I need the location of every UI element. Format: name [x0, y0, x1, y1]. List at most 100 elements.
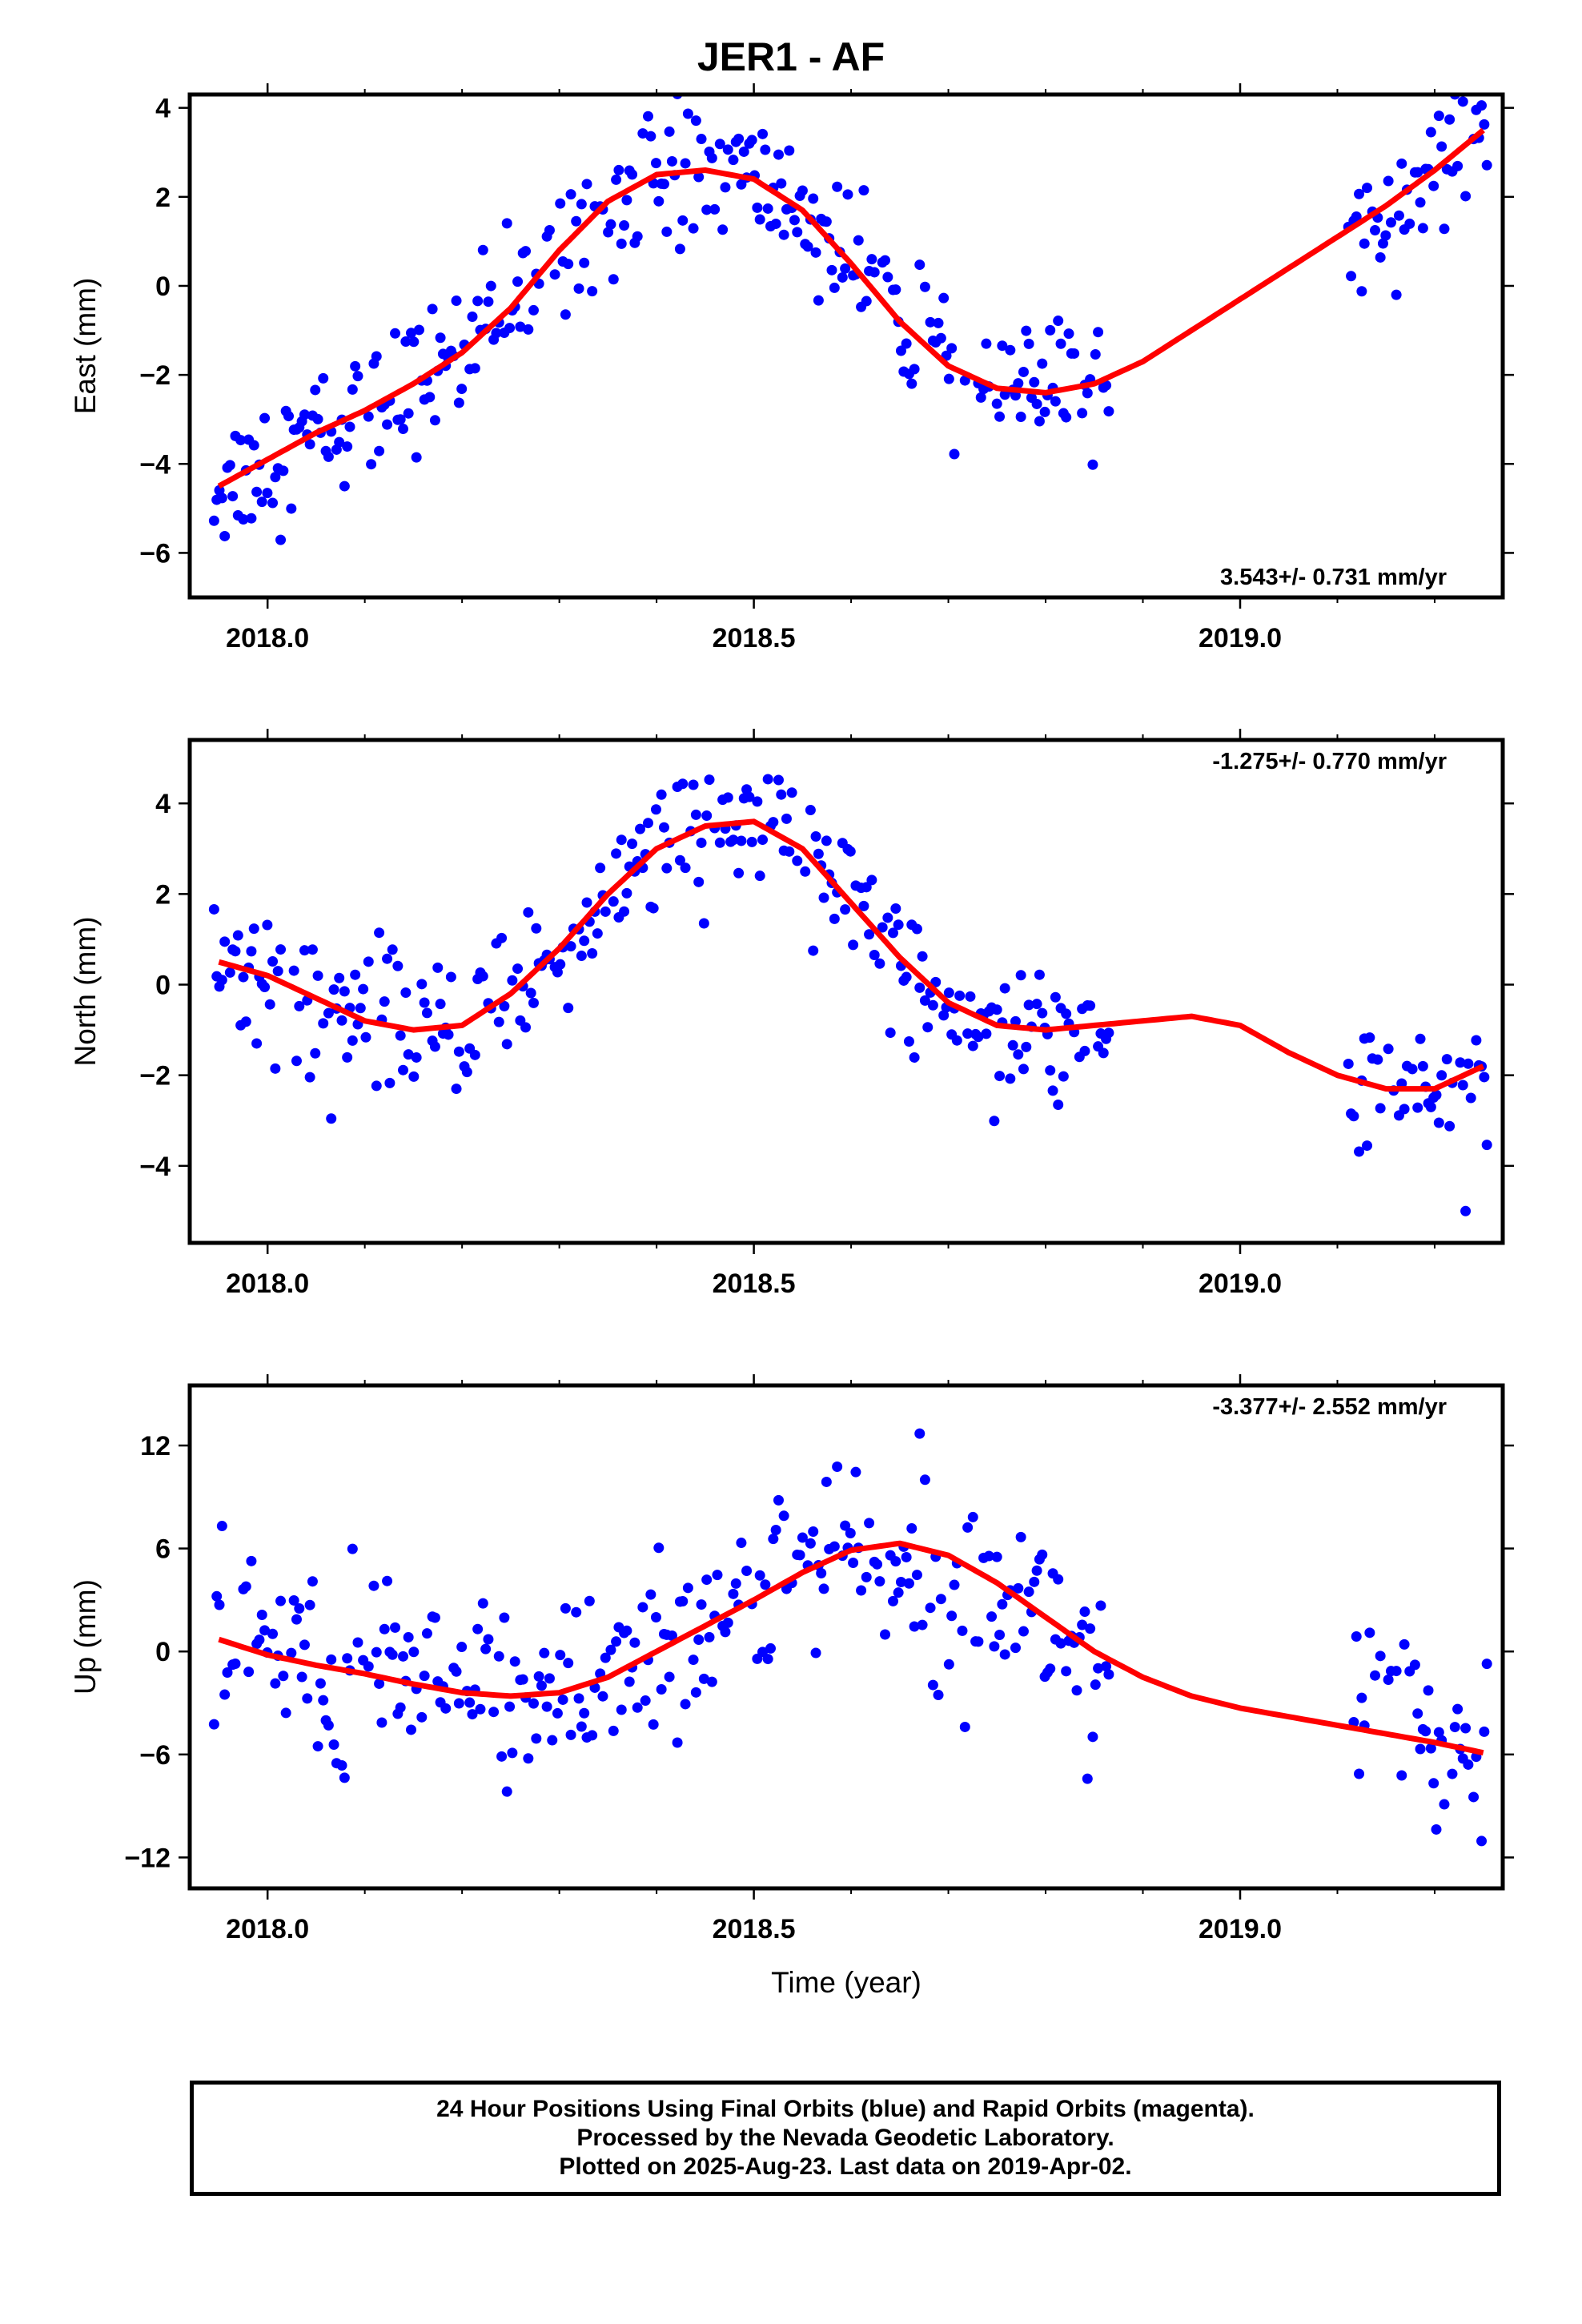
data-point: [1431, 1823, 1442, 1835]
data-point: [760, 144, 771, 155]
data-point: [544, 1673, 555, 1684]
data-point: [1007, 1039, 1018, 1051]
data-point: [611, 1636, 622, 1647]
data-point: [946, 343, 958, 354]
data-point: [310, 384, 321, 396]
data-point: [1423, 1685, 1434, 1696]
y-tick-label: 2: [155, 183, 171, 213]
data-point: [435, 332, 446, 344]
data-point: [496, 1751, 508, 1762]
data-point: [259, 412, 271, 424]
data-point: [254, 1634, 265, 1646]
y-tick-label: −4: [139, 1152, 171, 1182]
data-point: [600, 906, 611, 917]
data-point: [674, 854, 685, 866]
data-point: [238, 971, 249, 983]
data-point: [1425, 1101, 1436, 1112]
data-point: [211, 1590, 223, 1602]
data-point: [821, 835, 832, 846]
data-point: [283, 411, 294, 422]
data-point: [903, 1036, 914, 1047]
plot-frame: [187, 1383, 1505, 1891]
data-point: [858, 185, 869, 196]
data-point: [555, 198, 566, 209]
data-point: [573, 283, 584, 294]
data-point: [493, 1651, 504, 1662]
data-point: [818, 892, 829, 903]
data-point: [379, 996, 390, 1007]
data-point: [1436, 141, 1447, 152]
data-point: [754, 1570, 765, 1581]
data-point: [1021, 1041, 1032, 1052]
data-point: [1354, 1768, 1365, 1779]
data-point: [1348, 1111, 1359, 1122]
data-point: [1063, 328, 1074, 340]
data-point: [565, 1729, 576, 1740]
data-point: [1069, 348, 1080, 359]
data-point: [294, 1000, 305, 1011]
data-point: [555, 959, 566, 970]
data-point: [270, 1678, 281, 1689]
data-point: [712, 1570, 723, 1581]
data-point: [224, 967, 235, 978]
data-point: [1034, 969, 1045, 980]
data-point: [810, 1647, 821, 1659]
data-point: [1455, 1057, 1466, 1068]
data-point: [224, 460, 235, 471]
data-point: [424, 392, 436, 403]
data-point: [291, 1055, 302, 1067]
data-point: [339, 986, 350, 997]
data-point: [587, 1730, 598, 1741]
data-point: [496, 932, 508, 943]
data-point: [991, 1004, 1002, 1015]
data-point: [776, 178, 787, 189]
data-point: [342, 1653, 353, 1664]
data-point: [994, 411, 1006, 422]
footer-line-1: 24 Hour Positions Using Final Orbits (bl…: [436, 2096, 1255, 2122]
data-point: [887, 1595, 898, 1606]
data-point: [1010, 1015, 1021, 1027]
data-point: [722, 792, 733, 803]
data-point: [853, 235, 864, 246]
data-point: [927, 1679, 938, 1691]
data-point: [1399, 1104, 1410, 1115]
data-point: [688, 1655, 699, 1666]
data-point: [810, 831, 821, 842]
data-point: [1375, 251, 1386, 263]
data-point: [531, 923, 542, 934]
data-point: [959, 375, 970, 386]
data-point: [632, 1702, 643, 1713]
data-point: [880, 255, 891, 266]
y-tick-label: 2: [155, 879, 171, 910]
data-point: [563, 1658, 574, 1669]
data-point: [472, 1623, 484, 1634]
data-point: [1037, 358, 1048, 369]
data-point: [1045, 1663, 1056, 1675]
data-point: [371, 1080, 382, 1092]
data-point: [246, 946, 257, 957]
data-point: [1082, 1773, 1093, 1784]
x-axis-label: Time (year): [771, 1966, 921, 1999]
data-point: [874, 1576, 885, 1587]
data-point: [275, 534, 287, 545]
data-point: [336, 1759, 347, 1771]
data-point: [999, 983, 1010, 994]
y-tick-label: −4: [139, 449, 171, 480]
data-point: [387, 944, 398, 955]
data-point: [1356, 1692, 1367, 1703]
data-point: [581, 179, 592, 190]
data-point: [919, 1474, 930, 1486]
y-tick-label: −6: [139, 1740, 171, 1771]
data-point: [302, 1693, 313, 1704]
data-point: [1348, 1717, 1359, 1728]
data-point: [648, 903, 659, 914]
data-point: [456, 384, 468, 395]
data-point: [1047, 1085, 1058, 1096]
data-point: [1415, 1743, 1426, 1755]
data-point: [760, 1579, 771, 1590]
data-point: [1053, 1100, 1064, 1111]
east-panel: 2018.0 2018.5 2019.0 4 2 0 −2 −4 −6 East (mm) 3.54…: [69, 83, 1514, 653]
data-point: [280, 1707, 291, 1719]
data-point: [395, 1030, 406, 1041]
data-point: [1412, 1102, 1423, 1113]
